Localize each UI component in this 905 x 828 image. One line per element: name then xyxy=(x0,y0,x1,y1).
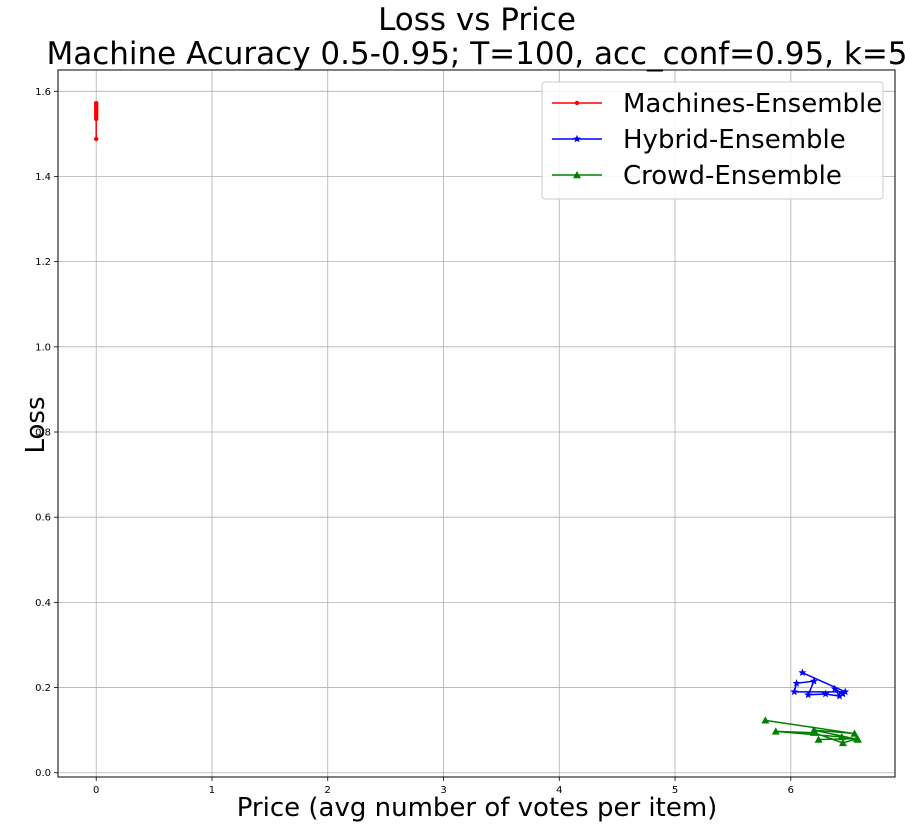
data-point xyxy=(852,734,861,742)
x-tick-label: 1 xyxy=(209,785,215,796)
data-point xyxy=(790,687,799,696)
data-point xyxy=(771,727,780,735)
data-point xyxy=(94,101,99,107)
legend-marker xyxy=(574,100,580,106)
data-point xyxy=(792,679,801,687)
legend-marker xyxy=(573,171,581,179)
data-point xyxy=(761,716,770,724)
data-point xyxy=(821,689,830,698)
x-tick-label: 5 xyxy=(672,785,678,796)
data-point xyxy=(809,676,818,685)
x-tick-label: 4 xyxy=(556,785,562,796)
data-point xyxy=(798,668,807,677)
data-point xyxy=(838,738,847,747)
data-point xyxy=(94,112,99,117)
data-point xyxy=(830,684,839,693)
series-machines-ensemble xyxy=(94,101,99,142)
data-point xyxy=(94,108,99,113)
series-crowd-ensemble xyxy=(761,716,862,747)
legend-label: Hybrid-Ensemble xyxy=(623,125,846,155)
legend-marker xyxy=(573,134,581,143)
legend: Machines-Ensemble Hybrid-Ensemble Crowd-En… xyxy=(541,81,884,200)
grid xyxy=(58,70,895,777)
data-point xyxy=(835,691,844,700)
chart-title: Loss vs Price xyxy=(378,2,576,38)
x-tick-label: 6 xyxy=(788,785,794,796)
series-layer xyxy=(94,101,862,747)
y-tick-label: 0.0 xyxy=(35,768,51,779)
data-point xyxy=(841,687,850,696)
y-tick-label: 1.6 xyxy=(35,87,51,98)
y-tick-label: 0.8 xyxy=(35,428,51,439)
series-hybrid-ensemble xyxy=(790,668,850,700)
series-line xyxy=(793,671,846,698)
x-tick-label: 0 xyxy=(93,785,99,796)
data-point xyxy=(809,728,818,736)
data-point xyxy=(814,735,823,743)
data-point xyxy=(838,689,847,698)
x-tick-label: 3 xyxy=(440,785,446,796)
legend-label: Machines-Ensemble xyxy=(623,89,882,119)
data-point xyxy=(850,729,859,737)
y-tick-label: 1.4 xyxy=(35,172,51,183)
x-tick-label: 2 xyxy=(325,785,331,796)
y-tick-label: 0.4 xyxy=(35,598,51,609)
chart-subtitle: Machine Acuracy 0.5-0.95; T=100, acc_con… xyxy=(46,36,905,72)
data-point xyxy=(837,732,846,741)
plot-frame xyxy=(57,69,896,778)
legend-box xyxy=(541,81,884,200)
y-tick-label: 0.2 xyxy=(35,683,51,694)
y-tick-label: 1.2 xyxy=(35,257,51,268)
series-line xyxy=(765,719,859,744)
y-tick-label: 0.6 xyxy=(35,513,51,524)
data-point xyxy=(804,690,813,699)
ticks: 0 1 2 3 4 5 6 0.0 0.2 0.4 0.6 0.8 1.0 1.2 1.4 1.6 xyxy=(35,87,794,796)
legend-label: Crowd-Ensemble xyxy=(623,161,842,191)
y-axis-label: Loss xyxy=(21,396,51,453)
data-point xyxy=(94,116,99,122)
data-point xyxy=(94,136,99,142)
y-tick-label: 1.0 xyxy=(35,342,51,353)
x-axis-label: Price (avg number of votes per item) xyxy=(237,793,718,823)
